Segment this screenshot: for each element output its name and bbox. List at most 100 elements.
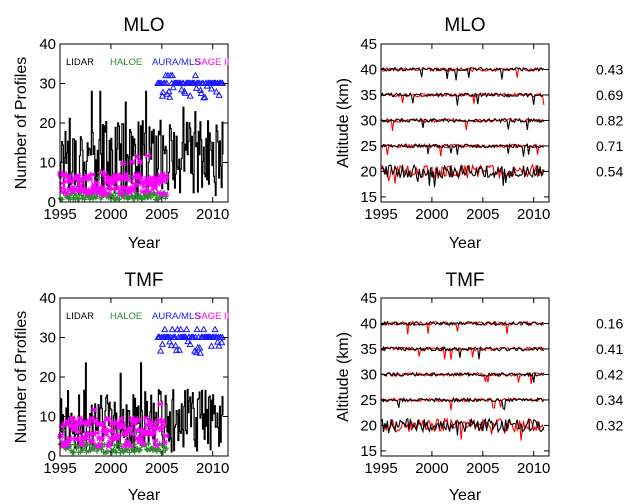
series-black-line (380, 371, 545, 383)
x-tick-label: 2005 (466, 460, 499, 477)
x-axis-label: Year (128, 487, 161, 504)
series-haloe-marker (146, 441, 152, 447)
series-aura-mls-marker (186, 340, 194, 347)
series-black-line (380, 417, 545, 436)
y-tick-label: 20 (39, 115, 56, 132)
series-aura-mls-marker (212, 88, 221, 95)
series-sage-ii-marker (105, 443, 112, 450)
series-sage-ii-marker (120, 160, 127, 167)
series-haloe-marker (116, 196, 122, 202)
series-sage-ii-marker (160, 422, 167, 429)
series-haloe-marker (82, 196, 88, 202)
series-sage-ii-marker (104, 415, 111, 422)
series-aura-mls-marker (196, 349, 204, 356)
series-sage-ii-marker (163, 173, 170, 180)
series-black-line (380, 396, 544, 411)
series-aura-mls-marker (156, 347, 165, 354)
x-tick-label: 2005 (145, 206, 178, 223)
legend-entry: AURA/MLS (152, 57, 201, 68)
correlation-value: 0.82 (596, 112, 623, 128)
series-sage-ii-marker (114, 434, 121, 441)
x-tick-label: 2000 (94, 206, 127, 223)
series-aura-mls-marker (177, 325, 185, 333)
series-aura-mls-marker (215, 342, 223, 349)
legend-entry: LIDAR (66, 57, 94, 68)
x-tick-label: 2005 (466, 206, 499, 223)
series-sage-ii-marker (129, 159, 136, 166)
series-sage-ii-marker (97, 441, 104, 448)
y-tick-label: 30 (39, 330, 56, 347)
series-sage-ii-marker (153, 442, 160, 449)
series-sage-ii-marker (152, 184, 159, 191)
series-black-line (380, 320, 545, 327)
series-sage-ii-marker (130, 186, 137, 193)
series-sage-ii-marker (118, 191, 125, 198)
y-tick-label: 30 (360, 366, 377, 383)
series-sage-ii-marker (135, 172, 142, 178)
series-sage-ii-marker (89, 171, 96, 178)
series-black-line (380, 116, 545, 131)
plot-marks (380, 66, 545, 188)
series-aura-mls-marker (168, 325, 176, 333)
series-haloe-marker (71, 450, 77, 456)
series-sage-ii-marker (127, 442, 134, 449)
series-aura-mls-marker (197, 89, 205, 97)
y-tick-label: 45 (360, 36, 377, 53)
series-sage-ii-marker (75, 172, 82, 179)
series-sage-ii-marker (135, 417, 142, 424)
series-aura-mls-marker (192, 84, 201, 91)
series-aura-mls-marker (211, 325, 219, 333)
chart-title: MLO (444, 15, 485, 36)
y-tick-label: 45 (360, 290, 377, 307)
series-aura-mls-marker (201, 93, 209, 101)
series-aura-mls-marker (167, 341, 176, 348)
series-sage-ii-marker (157, 401, 164, 407)
axis-ticks: 1995 2000 2005 2010 15 20 25 30 35 40 45 (360, 290, 550, 477)
y-tick-label: 20 (360, 417, 377, 434)
series-sage-ii-marker (86, 176, 93, 183)
panel-mlo-altitude: MLO 0.430.690.820.710.54 1995 2000 2005 201… (335, 15, 623, 252)
series-aura-mls-marker (177, 85, 186, 93)
chart-title: TMF (124, 270, 163, 291)
y-tick-label: 35 (360, 341, 377, 358)
series-sage-ii-marker (63, 190, 70, 197)
series-sage-ii-marker (127, 424, 134, 431)
y-tick-label: 0 (48, 194, 56, 211)
series-aura-mls-marker (207, 342, 216, 349)
series-sage-ii-marker (152, 437, 159, 444)
x-tick-label: 1995 (364, 460, 397, 477)
series-aura-mls-marker (193, 325, 201, 333)
series-red-line (380, 66, 545, 78)
series-haloe-marker (133, 429, 139, 435)
y-tick-label: 40 (39, 290, 56, 307)
x-tick-label: 2010 (517, 460, 550, 477)
series-black-line (380, 91, 545, 106)
series-sage-ii-marker (93, 179, 100, 186)
series-haloe-marker (110, 192, 116, 198)
series-sage-ii-marker (109, 181, 116, 188)
legend-entry: HALOE (110, 311, 142, 322)
series-aura-mls-marker (175, 346, 184, 353)
x-tick-label: 2000 (94, 460, 127, 477)
series-haloe-marker (163, 445, 169, 451)
correlation-labels: 0.16 0.41 0.42 0.34 0.32 (596, 315, 623, 433)
series-aura-mls-marker (192, 348, 201, 356)
series-aura-mls-marker (168, 71, 177, 79)
series-sage-ii-marker (111, 178, 118, 185)
legend-entry: AURA/MLS (152, 311, 201, 322)
series-sage-ii-marker (99, 421, 106, 427)
series-haloe-marker (80, 447, 86, 453)
series-sage-ii-marker (89, 439, 96, 445)
y-tick-label: 15 (360, 189, 377, 206)
correlation-value: 0.16 (596, 315, 623, 331)
series-sage-ii-marker (161, 439, 168, 446)
series-sage-ii-marker (91, 406, 98, 413)
series-sage-ii-marker (70, 417, 77, 424)
y-tick-label: 25 (360, 138, 377, 155)
series-sage-ii-marker (138, 437, 145, 444)
series-aura-mls-marker (218, 338, 226, 346)
